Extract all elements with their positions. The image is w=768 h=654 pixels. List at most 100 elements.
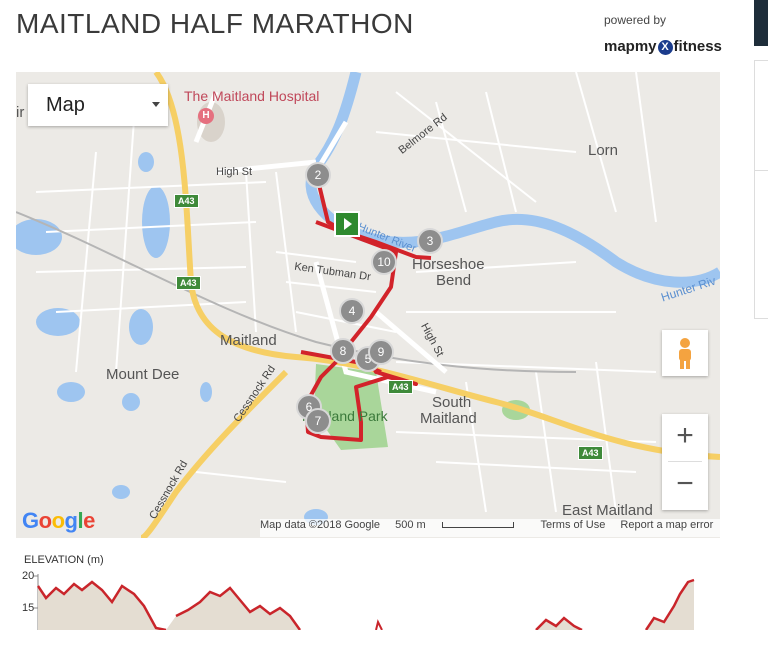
pegman-icon: [679, 338, 691, 369]
map-type-selector[interactable]: Map: [28, 84, 168, 126]
place-label-south: South: [432, 394, 472, 411]
zoom-in-button[interactable]: +: [676, 419, 694, 452]
street: [285, 281, 377, 293]
powered-by-label: powered by: [604, 13, 667, 27]
street: [375, 131, 577, 153]
play-icon: [344, 218, 352, 230]
elevation-line: [644, 578, 695, 630]
highway-shield: A43: [176, 276, 201, 290]
divider: [754, 60, 768, 61]
place-label-east-maitland: East Maitland: [562, 502, 653, 519]
place-label-maitland: Maitland: [220, 332, 277, 349]
street: [275, 171, 297, 333]
street: [75, 151, 97, 373]
street: [35, 181, 267, 193]
terms-link[interactable]: Terms of Use: [540, 519, 606, 531]
km-marker-10[interactable]: 10: [371, 249, 397, 275]
start-marker[interactable]: [334, 211, 360, 237]
highway-shield: A43: [388, 380, 413, 394]
km-marker-9[interactable]: 9: [368, 339, 394, 365]
scale-label: 500 m: [395, 519, 526, 531]
divider: [668, 461, 702, 462]
street: [485, 91, 517, 213]
divider: [754, 60, 755, 318]
km-marker-4[interactable]: 4: [339, 298, 365, 324]
logo-letter: e: [83, 508, 95, 533]
lake: [16, 219, 62, 255]
elevation-line: [535, 616, 583, 630]
brand-prefix: mapmy: [604, 38, 657, 55]
google-logo[interactable]: Google: [22, 508, 95, 534]
zoom-control: + −: [662, 414, 708, 510]
side-panel-edge: [754, 0, 768, 46]
km-marker-2[interactable]: 2: [305, 162, 331, 188]
street: [45, 221, 257, 233]
street: [395, 91, 537, 203]
elevation-line: [36, 580, 302, 630]
divider: [754, 170, 768, 171]
lake: [142, 186, 170, 258]
scale-bar: [441, 522, 514, 529]
chevron-down-icon: [152, 102, 160, 107]
street: [275, 251, 357, 263]
report-error-link[interactable]: Report a map error: [620, 519, 714, 531]
street: [575, 72, 617, 213]
scale-value: 500 m: [395, 519, 426, 531]
lake: [112, 485, 130, 499]
map-data-label: Map data ©2018 Google: [260, 519, 381, 531]
logo-letter: o: [51, 508, 65, 533]
logo-letter: g: [64, 508, 78, 533]
hospital-label: The Maitland Hospital: [184, 88, 320, 104]
km-marker-8[interactable]: 8: [330, 338, 356, 364]
place-label-lorn: Lorn: [588, 142, 619, 159]
road: [374, 310, 448, 374]
elevation-chart: ELEVATION (m) 20 15: [16, 546, 720, 630]
divider: [754, 318, 768, 319]
lake: [122, 393, 140, 411]
elevation-tick: 15: [22, 602, 35, 614]
elevation-plot: [34, 574, 695, 630]
road: [215, 159, 317, 175]
place-label-horseshoe: Horseshoe: [412, 256, 485, 273]
street: [635, 72, 657, 223]
brand-x-icon: X: [657, 39, 673, 55]
street-view-button[interactable]: [662, 330, 708, 376]
lake: [36, 308, 80, 336]
lake: [129, 309, 153, 345]
page-title: MAITLAND HALF MARATHON: [16, 8, 414, 39]
brand-suffix: fitness: [673, 38, 722, 55]
street: [435, 461, 637, 473]
elevation-title: ELEVATION (m): [24, 554, 104, 566]
elevation-line: [375, 619, 383, 630]
highway-shield: A43: [174, 194, 199, 208]
railway: [16, 211, 577, 373]
place-label-bend: Bend: [436, 272, 472, 289]
logo-letter: G: [22, 508, 39, 533]
street: [415, 261, 577, 273]
street: [435, 101, 467, 213]
place-label-south-maitland: Maitland: [420, 410, 477, 427]
place-label-mount-dee: Mount Dee: [106, 366, 180, 383]
zoom-out-button[interactable]: −: [676, 467, 694, 500]
street: [115, 91, 137, 373]
logo-letter: l: [77, 508, 84, 533]
water-bodies: [16, 152, 328, 525]
street: [465, 381, 487, 513]
street-label-high-st: High St: [216, 166, 253, 178]
maitland-park-area: [314, 364, 388, 450]
lake: [138, 152, 154, 172]
km-marker-7[interactable]: 7: [305, 408, 331, 434]
map-attribution: Map data ©2018 Google 500 m Terms of Use…: [260, 519, 720, 537]
hospital-icon[interactable]: H: [198, 108, 214, 124]
highway-shield: A43: [578, 446, 603, 460]
street: [195, 471, 287, 483]
route-map[interactable]: The Maitland Hospital H ir Lorn Horsesho…: [16, 72, 720, 538]
hunter-river: [305, 72, 720, 288]
map-type-label: Map: [46, 94, 85, 116]
elevation-area: [646, 580, 694, 630]
highway-cessnock: [140, 369, 289, 538]
lake: [57, 382, 85, 402]
km-marker-3[interactable]: 3: [417, 228, 443, 254]
lake: [200, 382, 212, 402]
